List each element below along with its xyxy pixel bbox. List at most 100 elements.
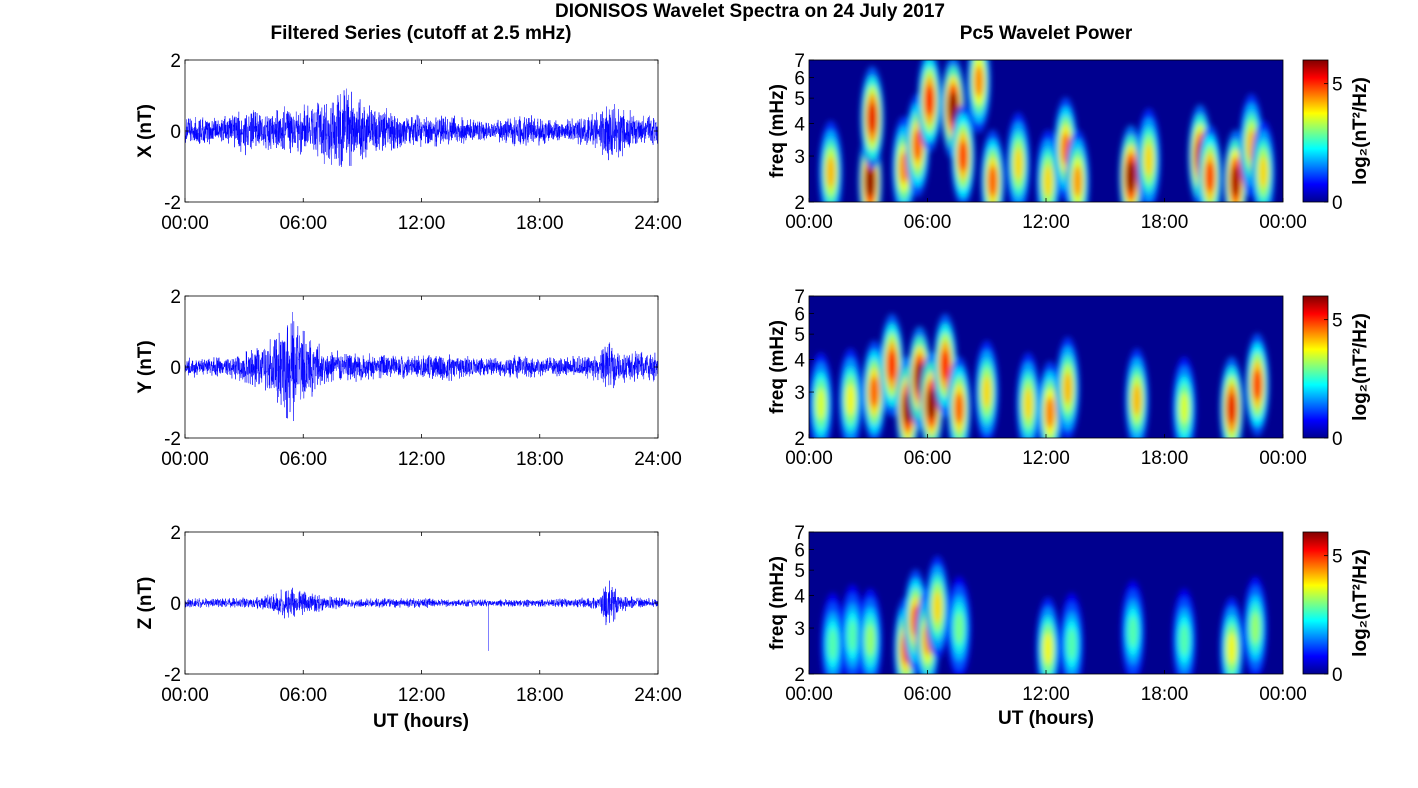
x-tick-label: 12:00 [398,213,446,234]
x-tick-label: 12:00 [398,685,446,706]
x-tick-label: 00:00 [785,684,833,705]
y-tick-label: 6 [794,304,805,325]
wavelet-power-blob [828,628,838,660]
series-line-x [185,88,658,167]
wavelet-power-blob [913,129,923,161]
wavelet-power-blob [982,376,992,408]
wavelet-power-blob [865,624,875,656]
colorbar-gradient [1302,531,1329,675]
y-axis-label: X (nT) [135,104,156,158]
colorbar-gradient [1302,295,1329,439]
wavelet-power-blob [869,376,879,408]
x-tick-label: 00:00 [1259,448,1307,469]
x-tick-label: 12:00 [1022,684,1070,705]
heatmap-blobs [818,60,1276,202]
wavelet-power-blob [1250,612,1260,644]
wavelet-power-blob [1045,397,1055,429]
y-tick-label: 6 [794,68,805,89]
x-tick-label: 00:00 [785,212,833,233]
timeseries-panel-z: -2 0 2 00:00 06:00 12:00 18:00 24:00 Z (nT) [135,523,682,706]
wavelet-power-blob [954,392,964,424]
y-tick-label: 2 [170,523,181,544]
colorbar-gradient [1302,59,1329,203]
wavelet-power-blob [1231,165,1241,197]
colorbar-label: log₂(nT²/Hz) [1350,77,1371,185]
x-tick-label: 18:00 [516,449,564,470]
wavelet-power-blob [948,91,958,124]
wavelet-power-blob [974,65,984,97]
colorbar-label: log₂(nT²/Hz) [1350,313,1371,421]
x-tick-label: 00:00 [161,685,209,706]
y-tick-label: 3 [794,383,805,404]
wavelet-power-blob [1023,388,1033,420]
x-tick-label: 06:00 [279,685,327,706]
y-tick-label: -2 [164,193,181,214]
series-line-z [185,580,658,651]
x-tick-label: 00:00 [1259,212,1307,233]
x-tick-label: 00:00 [161,213,209,234]
wavelet-power-blob [1063,372,1073,404]
figure-title: DIONISOS Wavelet Spectra on 24 July 2017 [555,1,945,22]
wavelet-power-blob [1227,633,1237,665]
wavelet-power-blob [847,620,857,652]
colorbar-tick-label: 0 [1332,429,1343,450]
y-tick-label: 5 [794,561,805,582]
wavelet-power-blob [816,388,826,420]
wavelet-power-blob [1073,165,1083,197]
timeseries-panel-x: -2 0 2 00:00 06:00 12:00 18:00 24:00 X (nT) [135,51,682,234]
y-tick-label: 7 [794,287,805,308]
wavelet-power-blob [954,612,964,644]
series-line-y [185,312,658,422]
wavelet-power-blob [1067,628,1077,660]
y-tick-label: 7 [794,51,805,72]
x-tick-label: 18:00 [516,685,564,706]
x-tick-label: 06:00 [904,448,952,469]
y-tick-label: 2 [794,193,805,214]
colorbar: 0 5 log₂(nT²/Hz) [1302,531,1371,686]
wavelet-power-blob [1205,161,1215,193]
colorbar-tick-label: 5 [1332,547,1343,568]
wavelet-power-blob [926,388,936,420]
colorbar-tick-label: 5 [1332,75,1343,96]
wavelet-power-blob [940,349,950,381]
x-tick-label: 18:00 [516,213,564,234]
wavelet-power-blob [958,140,968,172]
wavelet-power-blob [826,156,836,188]
y-tick-label: 5 [794,325,805,346]
y-tick-label: 0 [170,358,181,379]
wavelet-power-blob [1227,392,1237,424]
wavelet-power-blob [932,591,942,623]
y-tick-label: 2 [170,51,181,72]
x-tick-label: 18:00 [1141,212,1189,233]
wavelet-power-blob [1128,616,1138,648]
y-tick-label: -2 [164,429,181,450]
wavelet-power-blob [1013,148,1023,180]
colorbar: 0 5 log₂(nT²/Hz) [1302,295,1371,450]
x-tick-label: 12:00 [398,449,446,470]
y-tick-label: 7 [794,523,805,544]
y-axis-label: freq (mHz) [767,556,788,650]
wavelet-power-blob [887,349,897,381]
wavelet-power-blob [845,384,855,416]
colorbar: 0 5 log₂(nT²/Hz) [1302,59,1371,214]
x-tick-label: 18:00 [1141,448,1189,469]
wavelet-power-blob [865,165,875,197]
y-tick-label: -2 [164,665,181,686]
y-axis-label: freq (mHz) [767,320,788,414]
x-tick-label: 24:00 [634,685,682,706]
y-tick-label: 4 [794,114,805,135]
y-tick-label: 6 [794,540,805,561]
x-tick-label: 06:00 [279,213,327,234]
y-axis-label: freq (mHz) [767,84,788,178]
x-tick-label: 18:00 [1141,684,1189,705]
x-tick-label: 00:00 [1259,684,1307,705]
colorbar-tick-label: 0 [1332,193,1343,214]
x-tick-label: 00:00 [161,449,209,470]
wavelet-power-blob [988,165,998,197]
y-tick-label: 3 [794,619,805,640]
timeseries-panel-y: -2 0 2 00:00 06:00 12:00 18:00 24:00 Y (nT) [135,287,682,470]
x-tick-label: 00:00 [785,448,833,469]
